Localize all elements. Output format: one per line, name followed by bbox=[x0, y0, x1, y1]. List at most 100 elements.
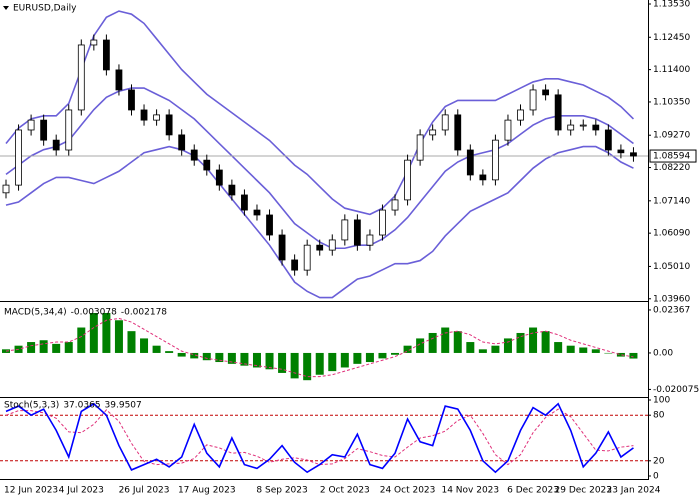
macd-bar bbox=[579, 347, 588, 353]
macd-bar bbox=[190, 352, 199, 359]
y-tick-label: 100 bbox=[653, 396, 670, 406]
macd-bar bbox=[127, 331, 136, 353]
macd-signal bbox=[5, 317, 634, 378]
candle-body bbox=[215, 169, 223, 186]
macd-bar bbox=[629, 352, 638, 359]
legend-text: 37.0365 bbox=[63, 401, 100, 411]
macd-bar bbox=[140, 338, 149, 353]
macd-bar bbox=[391, 352, 400, 355]
macd-bar bbox=[416, 338, 425, 353]
candle-body bbox=[241, 194, 248, 211]
bollinger-upper bbox=[5, 10, 635, 216]
candle-body bbox=[529, 89, 537, 111]
candle-body bbox=[2, 184, 10, 194]
legend-text: -0.003078 bbox=[71, 308, 117, 318]
macd-bar bbox=[516, 332, 525, 353]
legend-text: 39.9507 bbox=[105, 401, 142, 411]
candle-body bbox=[366, 234, 374, 246]
legend-text: MACD(5,34,4) bbox=[4, 308, 67, 318]
macd-bar bbox=[227, 352, 236, 364]
macd-bar bbox=[39, 340, 48, 353]
macd-bar bbox=[64, 342, 73, 353]
macd-bar bbox=[202, 352, 211, 361]
legend-text: -0.002178 bbox=[121, 308, 167, 318]
stoch-k bbox=[5, 402, 634, 474]
candle-body bbox=[479, 174, 487, 181]
y-tick-label: 1.05010 bbox=[653, 262, 690, 272]
macd-bar bbox=[52, 343, 61, 353]
candle-body bbox=[466, 149, 474, 176]
x-tick-label: 23 Jan 2024 bbox=[606, 486, 660, 496]
macd-bar bbox=[89, 312, 98, 353]
macd-bar bbox=[554, 342, 563, 353]
x-tick-label: 29 Dec 2023 bbox=[555, 486, 613, 496]
chart-title: EURUSD,Daily bbox=[13, 4, 77, 14]
x-tick-label: 4 Jul 2023 bbox=[59, 486, 104, 496]
menu-arrow[interactable] bbox=[3, 6, 9, 10]
x-tick-label: 17 Aug 2023 bbox=[178, 486, 236, 496]
bollinger-lower bbox=[5, 145, 634, 299]
y-tick-label: -0.020075 bbox=[653, 385, 699, 395]
macd-bar bbox=[378, 352, 387, 359]
macd-bar bbox=[428, 332, 437, 353]
y-tick-label: 1.13530 bbox=[653, 0, 690, 10]
macd-bar bbox=[353, 352, 362, 364]
x-tick-label: 14 Nov 2023 bbox=[441, 486, 499, 496]
candle-body bbox=[353, 219, 361, 246]
macd-bar bbox=[328, 352, 337, 372]
y-tick-label: 1.07140 bbox=[653, 196, 690, 206]
x-tick-label: 2 Oct 2023 bbox=[320, 486, 370, 496]
y-tick-label: 0.00 bbox=[653, 348, 673, 358]
candle-body bbox=[592, 124, 600, 131]
candle-body bbox=[542, 89, 550, 96]
x-tick-label: 26 Jul 2023 bbox=[119, 486, 170, 496]
candle-body bbox=[391, 199, 399, 211]
macd-bar bbox=[27, 342, 36, 353]
candle-body bbox=[617, 149, 625, 154]
macd-bar bbox=[114, 320, 123, 353]
candle-body bbox=[416, 134, 424, 161]
candle-body bbox=[630, 152, 637, 157]
macd-bar bbox=[491, 345, 500, 353]
y-tick-label: 0.02367 bbox=[653, 305, 690, 315]
y-tick-label: 1.08220 bbox=[653, 163, 690, 173]
candle-body bbox=[316, 244, 324, 251]
candle-body bbox=[40, 119, 48, 141]
candle-body bbox=[27, 119, 35, 131]
macd-bar bbox=[365, 352, 374, 363]
candle-body bbox=[303, 244, 311, 271]
current-price-box bbox=[649, 149, 697, 163]
x-tick-label: 12 Jun 2023 bbox=[4, 486, 58, 496]
candle-body bbox=[178, 134, 186, 151]
candle-body bbox=[441, 114, 449, 131]
macd-bar bbox=[616, 352, 625, 357]
candle-body bbox=[454, 114, 462, 151]
macd-bar bbox=[252, 352, 261, 368]
candle-body bbox=[65, 109, 73, 151]
y-tick-label: 80 bbox=[653, 411, 665, 421]
macd-bar bbox=[566, 345, 575, 353]
macd-bar bbox=[215, 352, 224, 363]
macd-bar bbox=[315, 352, 324, 375]
candle-body bbox=[429, 129, 437, 136]
y-tick-label: 1.06090 bbox=[653, 229, 690, 239]
macd-bar bbox=[541, 331, 550, 353]
y-tick-label: 20 bbox=[653, 456, 665, 466]
candle-body bbox=[579, 124, 587, 127]
y-tick-label: 1.12450 bbox=[653, 33, 690, 43]
y-tick-label: 0 bbox=[653, 472, 659, 482]
candle-body bbox=[90, 39, 98, 46]
macd-bar bbox=[165, 351, 174, 353]
candle-body bbox=[228, 184, 236, 196]
candle-body bbox=[492, 139, 499, 181]
macd-bar bbox=[278, 352, 287, 373]
candle-body bbox=[165, 114, 173, 136]
y-tick-label: 1.09270 bbox=[653, 131, 690, 141]
macd-bar bbox=[303, 352, 312, 381]
candle-body bbox=[52, 139, 60, 151]
x-tick-label: 24 Oct 2023 bbox=[380, 486, 436, 496]
x-tick-label: 8 Sep 2023 bbox=[256, 486, 307, 496]
